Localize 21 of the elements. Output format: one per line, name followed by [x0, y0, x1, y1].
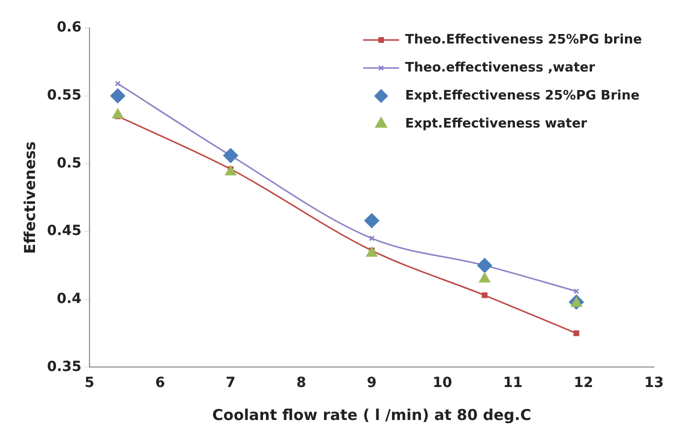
x-tick-label: 10 [432, 375, 452, 392]
x-tick-label: 8 [296, 375, 306, 392]
x-tick-label: 12 [574, 375, 594, 392]
x-tick-label: 13 [644, 375, 664, 392]
x-tick-label: 5 [84, 375, 94, 392]
y-tick-label: 0.45 [46, 223, 82, 240]
y-tick-label: 0.4 [56, 291, 82, 307]
y-tick-label: 0.5 [56, 155, 82, 172]
y-tick-label: 0.55 [46, 87, 82, 104]
x-axis-title: Coolant flow rate ( l /min) at 80 deg.C [212, 406, 532, 424]
legend-label: Theo.Effectiveness 25%PG brine [405, 32, 642, 48]
y-axis-title: Effectiveness [20, 141, 39, 254]
legend-label: Expt.Effectiveness water [405, 116, 588, 132]
legend-label: Theo.effectiveness ,water [405, 60, 596, 76]
x-tick-label: 7 [226, 375, 236, 392]
x-tick-label: 11 [503, 375, 523, 392]
y-tick-label: 0.6 [56, 20, 82, 36]
x-tick-label: 6 [155, 375, 165, 392]
y-tick-label: 0.35 [46, 358, 82, 375]
legend-label: Expt.Effectiveness 25%PG Brine [405, 88, 640, 104]
x-tick-label: 9 [366, 375, 377, 392]
